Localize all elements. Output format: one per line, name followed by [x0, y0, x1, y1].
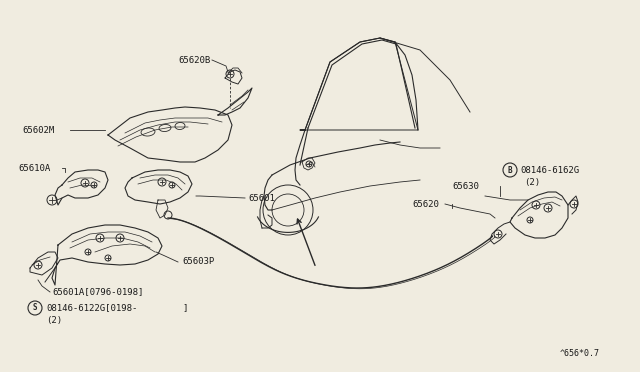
Text: (2): (2) [524, 177, 540, 186]
Text: S: S [33, 304, 37, 312]
Text: 65602M: 65602M [22, 125, 54, 135]
Text: 65601A[0796-0198]: 65601A[0796-0198] [52, 288, 143, 296]
Text: 65630: 65630 [452, 182, 479, 190]
Text: 65601: 65601 [248, 193, 275, 202]
Text: (2): (2) [46, 315, 62, 324]
Text: 65620B: 65620B [178, 55, 211, 64]
Text: 65620: 65620 [412, 199, 439, 208]
Text: 65603P: 65603P [182, 257, 214, 266]
Text: 65610A: 65610A [18, 164, 51, 173]
Text: B: B [508, 166, 512, 174]
Text: ]: ] [182, 304, 188, 312]
Text: 08146-6162G: 08146-6162G [520, 166, 579, 174]
Text: ^656*0.7: ^656*0.7 [560, 349, 600, 358]
Text: 08146-6122G[0198-: 08146-6122G[0198- [46, 304, 138, 312]
